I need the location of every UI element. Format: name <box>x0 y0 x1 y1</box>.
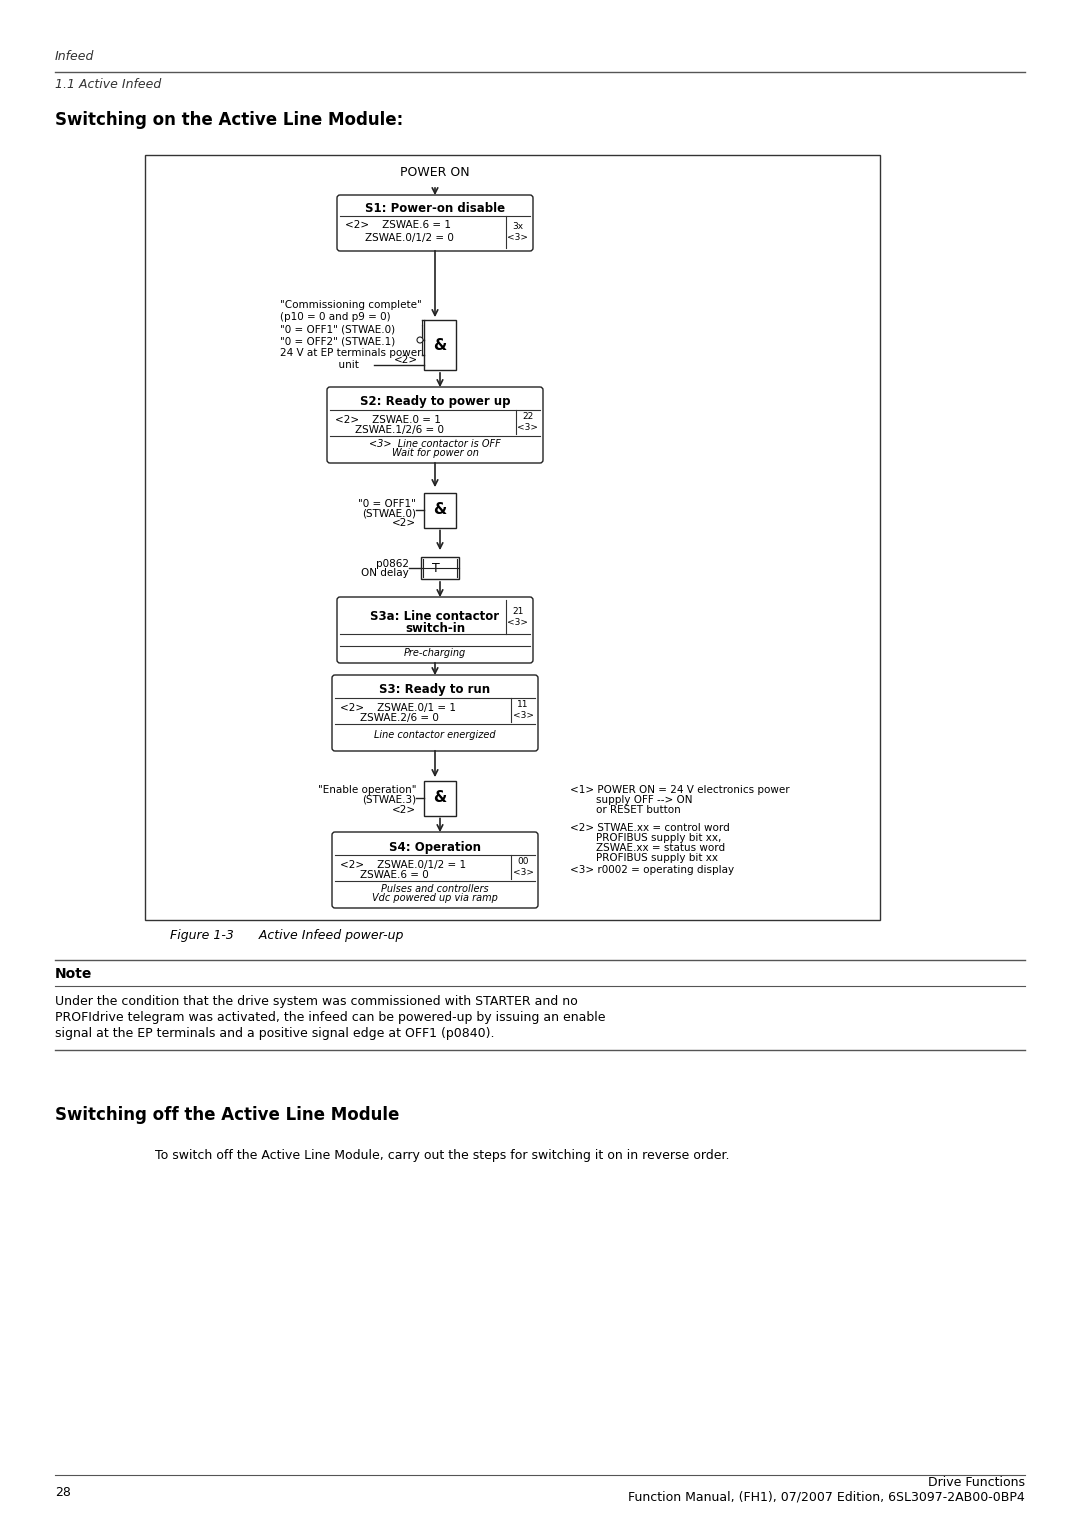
Text: <3>  Line contactor is OFF: <3> Line contactor is OFF <box>369 438 501 449</box>
Text: "Enable operation": "Enable operation" <box>318 785 416 796</box>
Text: Switching on the Active Line Module:: Switching on the Active Line Module: <box>55 111 403 128</box>
FancyBboxPatch shape <box>327 386 543 463</box>
Text: PROFIBUS supply bit xx,: PROFIBUS supply bit xx, <box>570 834 721 843</box>
Text: switch-in: switch-in <box>405 621 465 635</box>
Text: <3> r0002 = operating display: <3> r0002 = operating display <box>570 864 734 875</box>
Text: 22
<3>: 22 <3> <box>517 412 539 432</box>
Text: ZSWAE.2/6 = 0: ZSWAE.2/6 = 0 <box>360 713 438 722</box>
Text: (p10 = 0 and p9 = 0): (p10 = 0 and p9 = 0) <box>280 312 391 322</box>
Text: <2>    ZSWAE.0/1/2 = 1: <2> ZSWAE.0/1/2 = 1 <box>340 860 467 870</box>
FancyBboxPatch shape <box>332 832 538 909</box>
Text: 28: 28 <box>55 1486 71 1498</box>
Text: Switching off the Active Line Module: Switching off the Active Line Module <box>55 1106 400 1124</box>
Text: "0 = OFF1": "0 = OFF1" <box>359 499 416 508</box>
Text: T: T <box>432 562 440 574</box>
Text: 3x
<3>: 3x <3> <box>508 223 528 241</box>
Text: S2: Ready to power up: S2: Ready to power up <box>360 395 510 409</box>
Text: (STWAE.3): (STWAE.3) <box>362 796 416 805</box>
Text: Under the condition that the drive system was commissioned with STARTER and no: Under the condition that the drive syste… <box>55 996 578 1008</box>
Text: Line contactor energized: Line contactor energized <box>374 730 496 741</box>
Text: <2>: <2> <box>392 805 416 815</box>
Text: unit: unit <box>280 360 359 370</box>
Text: <1> POWER ON = 24 V electronics power: <1> POWER ON = 24 V electronics power <box>570 785 789 796</box>
Text: S1: Power-on disable: S1: Power-on disable <box>365 203 505 215</box>
Text: Note: Note <box>55 967 93 980</box>
Text: supply OFF --> ON: supply OFF --> ON <box>570 796 692 805</box>
Text: <2>: <2> <box>394 354 418 365</box>
Text: Pre-charging: Pre-charging <box>404 647 467 658</box>
Text: &: & <box>433 502 447 518</box>
Text: S4: Operation: S4: Operation <box>389 840 481 854</box>
Text: signal at the EP terminals and a positive signal edge at OFF1 (p0840).: signal at the EP terminals and a positiv… <box>55 1028 495 1040</box>
Text: ON delay: ON delay <box>361 568 409 579</box>
Text: "Commissioning complete": "Commissioning complete" <box>280 299 422 310</box>
Text: Drive Functions: Drive Functions <box>928 1477 1025 1489</box>
FancyBboxPatch shape <box>332 675 538 751</box>
Text: or RESET button: or RESET button <box>570 805 680 815</box>
Text: Infeed: Infeed <box>55 50 94 63</box>
Bar <box>421 557 459 579</box>
Text: 21
<3>: 21 <3> <box>508 608 528 626</box>
Text: &: & <box>433 791 447 806</box>
Text: ZSWAE.1/2/6 = 0: ZSWAE.1/2/6 = 0 <box>355 425 444 435</box>
Text: <2>    ZSWAE.0/1 = 1: <2> ZSWAE.0/1 = 1 <box>340 702 456 713</box>
Text: ZSWAE.0/1/2 = 0: ZSWAE.0/1/2 = 0 <box>365 234 454 243</box>
Text: S3a: Line contactor: S3a: Line contactor <box>370 609 500 623</box>
Text: 11
<3>: 11 <3> <box>513 701 534 719</box>
FancyBboxPatch shape <box>145 156 880 919</box>
FancyBboxPatch shape <box>337 195 534 250</box>
Text: S3: Ready to run: S3: Ready to run <box>379 684 490 696</box>
Text: Pulses and controllers: Pulses and controllers <box>381 884 489 893</box>
Text: ZSWAE.6 = 0: ZSWAE.6 = 0 <box>360 870 429 880</box>
Text: Vdc powered up via ramp: Vdc powered up via ramp <box>373 893 498 902</box>
Text: 00
<3>: 00 <3> <box>513 857 534 876</box>
Bar <box>424 321 456 370</box>
Text: Wait for power on: Wait for power on <box>392 447 478 458</box>
Text: p0862: p0862 <box>376 559 409 570</box>
Text: Function Manual, (FH1), 07/2007 Edition, 6SL3097-2AB00-0BP4: Function Manual, (FH1), 07/2007 Edition,… <box>629 1490 1025 1504</box>
Text: (STWAE.0): (STWAE.0) <box>362 508 416 518</box>
Text: 1.1 Active Infeed: 1.1 Active Infeed <box>55 78 161 92</box>
Text: 24 V at EP terminals power: 24 V at EP terminals power <box>280 348 421 357</box>
Text: <2>    ZSWAE.6 = 1: <2> ZSWAE.6 = 1 <box>345 220 451 231</box>
Text: ZSWAE.xx = status word: ZSWAE.xx = status word <box>570 843 725 854</box>
Text: &: & <box>433 337 447 353</box>
Text: <2>    ZSWAE.0 = 1: <2> ZSWAE.0 = 1 <box>335 415 441 425</box>
Bar <box>424 493 456 527</box>
Text: POWER ON: POWER ON <box>401 165 470 179</box>
Text: Figure 1-3  Active Infeed power-up: Figure 1-3 Active Infeed power-up <box>170 928 403 942</box>
Bar <box>424 780 456 815</box>
Circle shape <box>417 337 423 344</box>
Text: <2> STWAE.xx = control word: <2> STWAE.xx = control word <box>570 823 730 834</box>
Text: PROFIBUS supply bit xx: PROFIBUS supply bit xx <box>570 854 718 863</box>
FancyBboxPatch shape <box>337 597 534 663</box>
Text: PROFIdrive telegram was activated, the infeed can be powered-up by issuing an en: PROFIdrive telegram was activated, the i… <box>55 1011 606 1025</box>
Text: <2>: <2> <box>392 518 416 528</box>
Text: "0 = OFF2" (STWAE.1): "0 = OFF2" (STWAE.1) <box>280 336 395 347</box>
Text: "0 = OFF1" (STWAE.0): "0 = OFF1" (STWAE.0) <box>280 324 395 334</box>
Text: To switch off the Active Line Module, carry out the steps for switching it on in: To switch off the Active Line Module, ca… <box>156 1148 729 1162</box>
